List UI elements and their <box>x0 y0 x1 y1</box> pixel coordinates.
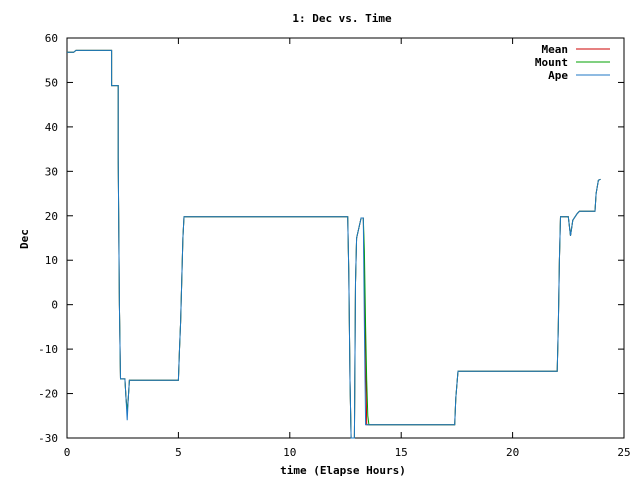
y-axis-label: Dec <box>18 229 31 249</box>
y-tick-label: 50 <box>45 76 58 89</box>
legend-label-ape: Ape <box>548 69 568 82</box>
x-tick-label: 5 <box>175 446 182 459</box>
y-tick-label: 60 <box>45 32 58 45</box>
y-tick-label: 40 <box>45 121 58 134</box>
y-tick-label: -30 <box>38 432 58 445</box>
y-tick-label: 0 <box>51 299 58 312</box>
x-tick-label: 0 <box>64 446 71 459</box>
chart-title: 1: Dec vs. Time <box>292 12 392 25</box>
x-tick-label: 10 <box>283 446 296 459</box>
x-tick-label: 20 <box>506 446 519 459</box>
y-axis-ticks: -30 -20 -10 0 10 20 30 40 50 60 <box>38 32 624 445</box>
y-tick-label: -10 <box>38 343 58 356</box>
x-tick-label: 15 <box>395 446 408 459</box>
x-axis-ticks: 0 5 10 15 20 25 <box>64 38 631 459</box>
y-tick-label: 10 <box>45 254 58 267</box>
y-tick-label: 20 <box>45 210 58 223</box>
legend-label-mean: Mean <box>542 43 569 56</box>
x-tick-label: 25 <box>617 446 630 459</box>
legend-label-mount: Mount <box>535 56 568 69</box>
plot-frame <box>66 37 625 439</box>
plot-border <box>66 37 625 439</box>
series-line-ape <box>67 49 601 439</box>
x-axis-label: time (Elapse Hours) <box>280 464 406 477</box>
y-tick-label: -20 <box>38 388 58 401</box>
series-lines <box>67 49 601 439</box>
y-tick-label: 30 <box>45 165 58 178</box>
